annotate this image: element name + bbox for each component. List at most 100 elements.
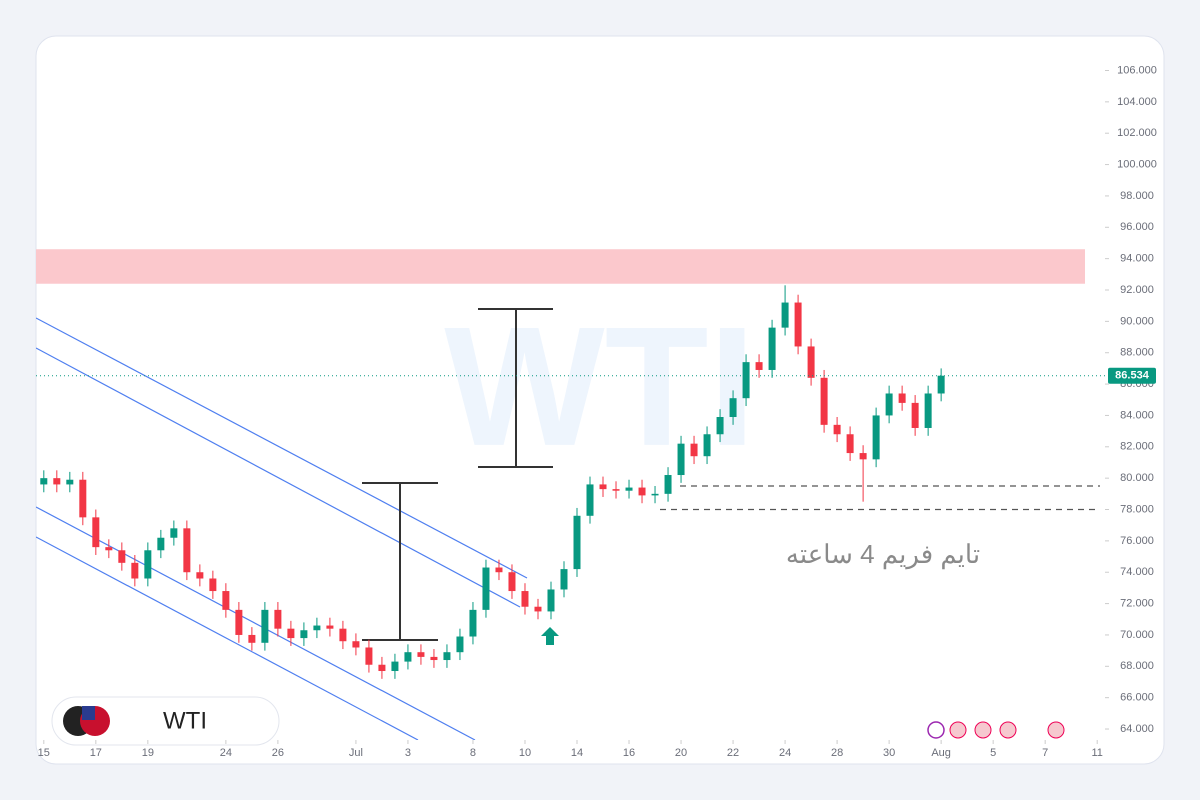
x-tick-label: 24 [779, 747, 791, 759]
candle-body [456, 636, 464, 653]
candle-body [794, 302, 802, 347]
y-tick-label: 84.000 [1120, 409, 1154, 421]
symbol: WTI [163, 707, 207, 734]
icon [927, 721, 945, 739]
x-tick-label: 8 [470, 747, 476, 759]
candle-body [755, 362, 763, 370]
candle-body [66, 479, 74, 485]
candle-body [625, 487, 633, 491]
candle-body [235, 609, 243, 635]
candle-body [716, 417, 724, 435]
candle-body [118, 550, 126, 563]
badge [51, 696, 280, 746]
candle-body [105, 547, 113, 551]
y-tick-label: 102.000 [1117, 127, 1157, 139]
candle-body [79, 479, 87, 518]
y-tick-label: 98.000 [1120, 190, 1154, 202]
candle-body [391, 661, 399, 672]
channel-line [36, 536, 419, 740]
candle-body [131, 562, 139, 579]
y-tick-label: 94.000 [1120, 253, 1154, 265]
y-tick-label: 104.000 [1117, 96, 1157, 108]
candle-body [612, 489, 620, 491]
x-tick-label: 5 [990, 747, 996, 759]
icon [949, 721, 967, 739]
candle-body [911, 402, 919, 428]
y-tick-label: 74.000 [1120, 566, 1154, 578]
candle-body [846, 434, 854, 454]
candle-body [768, 327, 776, 370]
candle-body [144, 550, 152, 579]
channel-line [36, 317, 528, 579]
y-tick-label: 76.000 [1120, 535, 1154, 547]
candle-body [651, 493, 659, 496]
x-tick-label: Jul [349, 747, 363, 759]
candle-body [365, 647, 373, 665]
x-tick-label: 17 [90, 747, 102, 759]
icon [974, 721, 992, 739]
up-arrow [541, 627, 559, 645]
x-tick-label: 11 [1091, 747, 1102, 759]
y-tick-label: 78.000 [1120, 503, 1154, 515]
x-tick-label: 20 [675, 747, 687, 759]
candle-body [170, 528, 178, 538]
candle-body [508, 572, 516, 592]
candle-body [92, 517, 100, 548]
x-tick-label: 7 [1042, 747, 1048, 759]
channel-line [36, 347, 521, 608]
candle-body [222, 591, 230, 610]
candle-body [287, 628, 295, 639]
candle-body [677, 443, 685, 476]
x-tick-label: 24 [220, 747, 232, 759]
y-tick-label: 92.000 [1120, 284, 1154, 296]
card [35, 35, 1165, 765]
candle-body [430, 656, 438, 661]
x-tick-label: 14 [571, 747, 583, 759]
y-tick-label: 80.000 [1120, 472, 1154, 484]
candle-body [703, 434, 711, 457]
candle-body [469, 609, 477, 637]
candle-body [313, 625, 321, 631]
candle-body [807, 346, 815, 378]
candle-body [664, 475, 672, 494]
candle-body [40, 478, 48, 485]
candle-body [157, 537, 165, 551]
y-tick-label: 106.000 [1117, 64, 1157, 76]
candle-body [742, 362, 750, 399]
icon [1047, 721, 1065, 739]
y-tick-label: 64.000 [1120, 723, 1154, 735]
candle-body [274, 609, 282, 629]
icon [999, 721, 1017, 739]
candle-body [417, 652, 425, 657]
range-markers [362, 308, 553, 641]
x-tick-label: Aug [931, 747, 951, 759]
y-tick-label: 72.000 [1120, 597, 1154, 609]
y-tick-label: 88.000 [1120, 347, 1154, 359]
candle-body [547, 589, 555, 612]
candle-body [326, 625, 334, 629]
candle-body [183, 528, 191, 573]
y-tick-label: 66.000 [1120, 692, 1154, 704]
candle-body [521, 591, 529, 607]
candle-body [339, 628, 347, 642]
x-tick-label: 26 [272, 747, 284, 759]
candle-body [924, 393, 932, 428]
candle-body [300, 630, 308, 639]
candle-body [729, 398, 737, 418]
candle-body [495, 567, 503, 573]
x-tick-label: 19 [142, 747, 154, 759]
last-price-label: 86.534 [1115, 370, 1150, 382]
candle-body [820, 377, 828, 425]
candle-body [573, 515, 581, 570]
x-tick-label: 28 [831, 747, 843, 759]
candle-body [404, 652, 412, 662]
candle-body [443, 652, 451, 661]
candle-body [599, 484, 607, 490]
candle-body [53, 478, 61, 485]
flag-canton [82, 706, 95, 720]
y-tick-label: 100.000 [1117, 158, 1157, 170]
x-tick-label: 30 [883, 747, 895, 759]
x-tick-label: 22 [727, 747, 739, 759]
